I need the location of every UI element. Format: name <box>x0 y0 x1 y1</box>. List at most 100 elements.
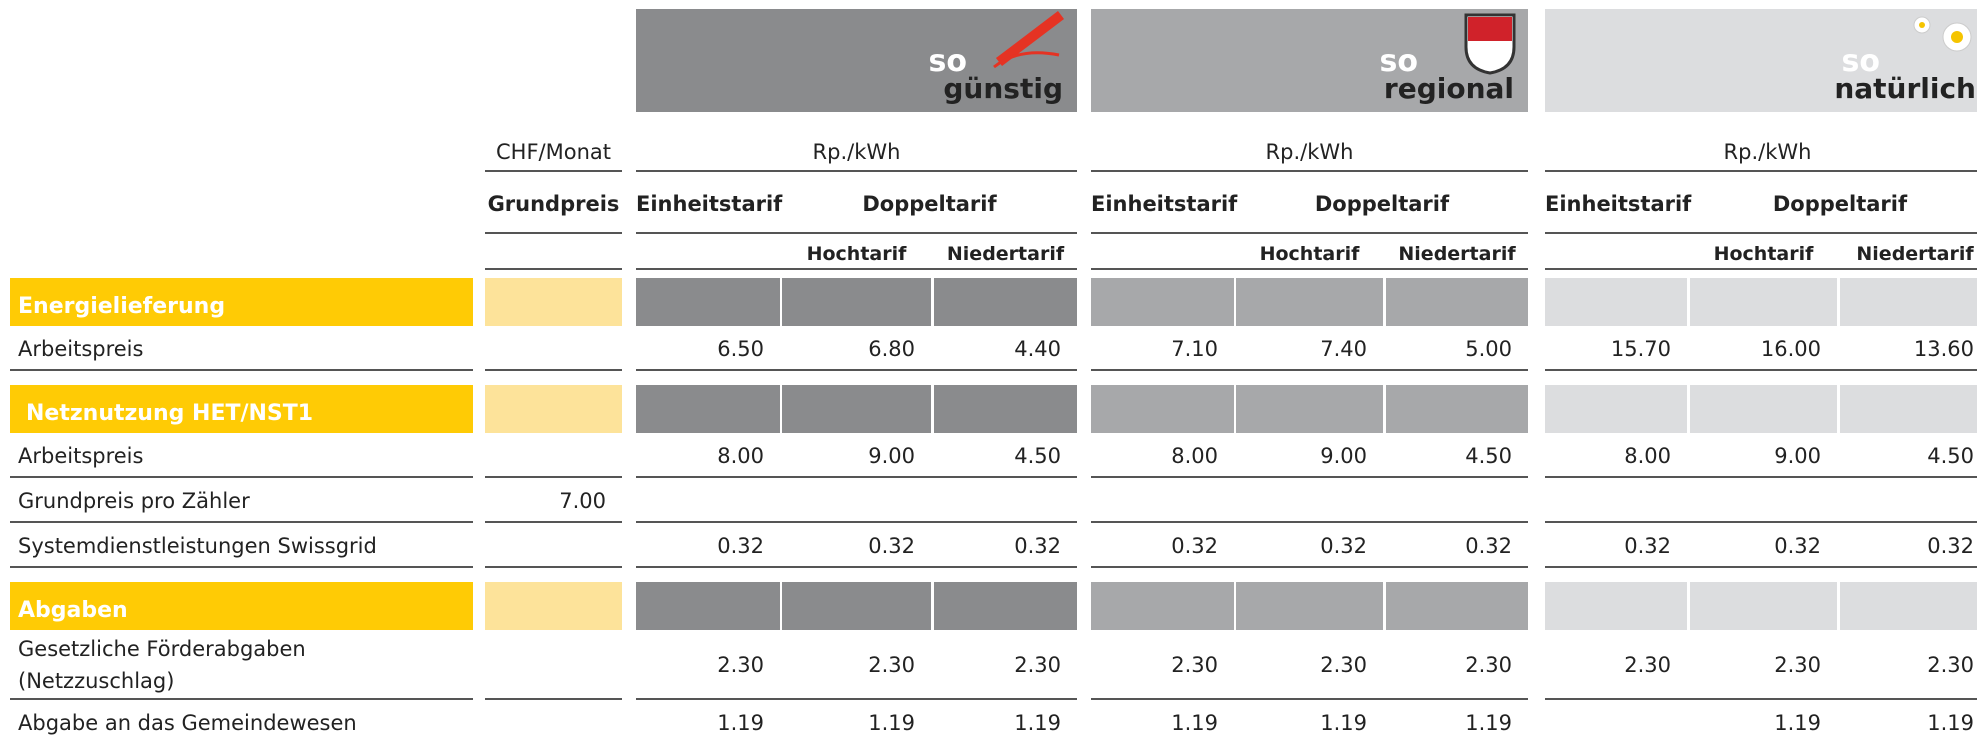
rule <box>10 369 473 371</box>
rule <box>485 369 622 371</box>
cell-value: 0.32 <box>1091 523 1218 568</box>
section-band <box>782 385 931 433</box>
section-band <box>636 582 780 630</box>
cell-value: 7.40 <box>1236 326 1367 371</box>
cell-value: 0.32 <box>934 523 1061 568</box>
section-band <box>485 278 622 326</box>
cell-value: 2.30 <box>782 630 915 700</box>
cell-value: 1.19 <box>934 700 1061 741</box>
section-band <box>1690 385 1837 433</box>
column-subheader: Hochtarif <box>1690 240 1837 268</box>
section-band <box>934 385 1077 433</box>
section-band <box>1236 278 1383 326</box>
rule <box>1545 566 1977 568</box>
section-band <box>1386 278 1528 326</box>
rule <box>485 232 622 234</box>
cell-value: 2.30 <box>1690 630 1821 700</box>
rule <box>636 476 1077 478</box>
row-label: Grundpreis pro Zähler <box>18 478 473 523</box>
cell-value: 2.30 <box>1091 630 1218 700</box>
cell-value: 0.32 <box>1840 523 1974 568</box>
rule <box>636 170 1077 172</box>
column-header: Einheitstarif <box>1091 184 1234 224</box>
rule <box>636 566 1077 568</box>
rule <box>1091 170 1528 172</box>
rule <box>1545 476 1977 478</box>
column-header: Doppeltarif <box>1236 184 1528 224</box>
cell-value: 8.00 <box>636 433 764 478</box>
section-band <box>1386 582 1528 630</box>
cell-value: 0.32 <box>782 523 915 568</box>
cell-value: 6.80 <box>782 326 915 371</box>
section-band <box>1690 278 1837 326</box>
cell-value: 0.32 <box>636 523 764 568</box>
rule <box>1545 369 1977 371</box>
group-logo <box>989 7 1069 81</box>
cell-value: 15.70 <box>1545 326 1671 371</box>
cell-value: 2.30 <box>1840 630 1974 700</box>
unit: CHF/Monat <box>485 134 622 170</box>
section-band <box>934 582 1077 630</box>
section-band <box>1840 385 1977 433</box>
rule <box>1091 369 1528 371</box>
group-logo <box>1460 7 1520 81</box>
tariff-table: sogünstigsoregionalsonatürlichCHF/MonatR… <box>0 0 1977 741</box>
cell-value: 1.19 <box>782 700 915 741</box>
section-band <box>636 278 780 326</box>
rule <box>1091 476 1528 478</box>
rule <box>485 566 622 568</box>
cell-value: 2.30 <box>1236 630 1367 700</box>
section-band <box>1236 582 1383 630</box>
rule <box>1091 232 1528 234</box>
cell-value: 0.32 <box>1690 523 1821 568</box>
cell-value: 0.32 <box>1236 523 1367 568</box>
section-title: Energielieferung <box>18 286 473 326</box>
rule <box>485 268 622 270</box>
cell-value: 9.00 <box>1690 433 1821 478</box>
rule <box>1545 170 1977 172</box>
row-label: Systemdienstleistungen Swissgrid <box>18 523 473 568</box>
cell-value: 1.19 <box>1236 700 1367 741</box>
column-header: Doppeltarif <box>1690 184 1977 224</box>
cell-value: 8.00 <box>1091 433 1218 478</box>
section-band <box>1091 278 1234 326</box>
group-name: regional <box>1384 73 1514 105</box>
column-subheader: Niedertarif <box>1386 240 1528 268</box>
cell-value: 1.19 <box>636 700 764 741</box>
column-subheader: Hochtarif <box>1236 240 1383 268</box>
row-label-line: Gesetzliche Förderabgaben <box>18 633 473 665</box>
cell-value: 4.50 <box>1386 433 1512 478</box>
cell-value: 2.30 <box>934 630 1061 700</box>
rule <box>485 170 622 172</box>
cell-value: 0.32 <box>1386 523 1512 568</box>
section-band <box>1091 582 1234 630</box>
section-band <box>1545 278 1687 326</box>
rule <box>485 521 622 523</box>
rule <box>10 566 473 568</box>
section-title: Abgaben <box>18 590 473 630</box>
group-logo <box>1902 7 1977 81</box>
cell-value: 6.50 <box>636 326 764 371</box>
cell-value: 1.19 <box>1690 700 1821 741</box>
unit: Rp./kWh <box>1091 134 1528 170</box>
cell-value: 0.32 <box>1545 523 1671 568</box>
cell-value: 9.00 <box>782 433 915 478</box>
group-name: günstig <box>943 73 1063 105</box>
rule <box>485 698 622 700</box>
cell-value: 13.60 <box>1840 326 1974 371</box>
cell-value: 4.50 <box>1840 433 1974 478</box>
column-subheader: Hochtarif <box>782 240 931 268</box>
section-band <box>782 278 931 326</box>
row-label: Arbeitspreis <box>18 433 473 478</box>
section-band <box>1236 385 1383 433</box>
section-band <box>1545 385 1687 433</box>
cell-value: 8.00 <box>1545 433 1671 478</box>
cell-value: 4.50 <box>934 433 1061 478</box>
rule <box>636 232 1077 234</box>
section-band <box>485 582 622 630</box>
rule <box>1091 566 1528 568</box>
cell-value: 1.19 <box>1386 700 1512 741</box>
rule <box>636 268 1077 270</box>
cell-value: 5.00 <box>1386 326 1512 371</box>
